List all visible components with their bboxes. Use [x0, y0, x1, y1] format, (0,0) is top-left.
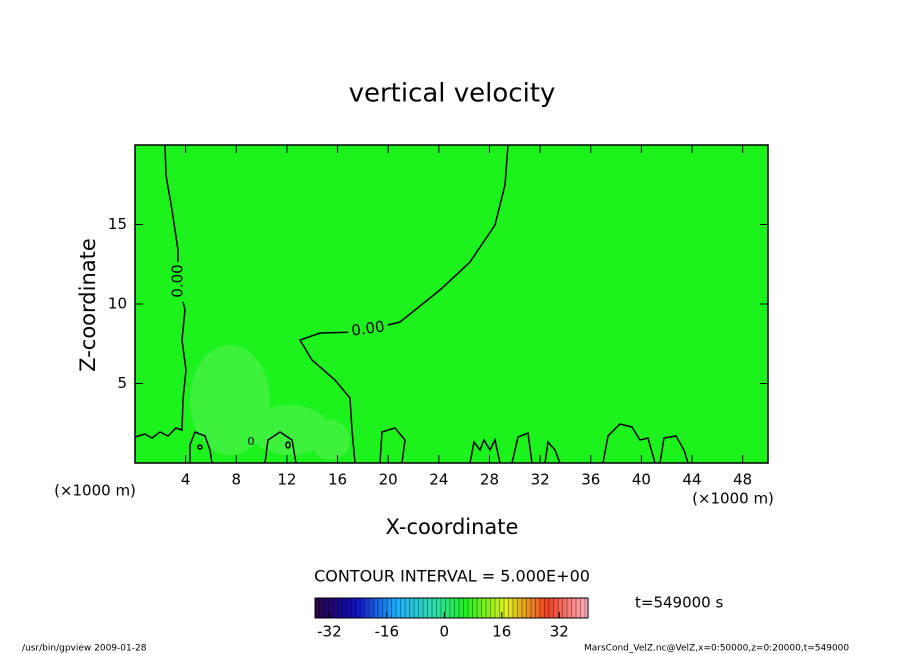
x-tick-label: 48 — [733, 471, 752, 489]
x-axis-label: X-coordinate — [386, 515, 519, 539]
time-label: t=549000 s — [635, 594, 723, 612]
x-tick-label: 12 — [277, 471, 296, 489]
chart-title: vertical velocity — [349, 79, 556, 109]
colorbar — [314, 597, 589, 619]
contour-label: 0.00 — [169, 264, 187, 297]
colorbar-tick-label: 0 — [440, 623, 450, 641]
x-tick-label: 44 — [682, 471, 701, 489]
contour-interval: CONTOUR INTERVAL = 5.000E+00 — [314, 567, 590, 586]
shading — [190, 345, 350, 460]
x-tick-label: 20 — [379, 471, 398, 489]
colorbar-tick-label: -16 — [375, 623, 400, 641]
footer: /usr/bin/gpview 2009-01-28 — [22, 644, 147, 654]
x-tick-label: 24 — [429, 471, 448, 489]
colorbar-tick-label: -32 — [317, 623, 342, 641]
x-tick-label: 40 — [632, 471, 651, 489]
x-unit: (×1000 m) — [692, 490, 774, 508]
contour-label: 0 — [248, 435, 255, 448]
x-tick-label: 28 — [480, 471, 499, 489]
footer: MarsCond_VelZ.nc@VelZ,x=0:50000,z=0:2000… — [584, 644, 849, 654]
colorbar-tick-label: 32 — [550, 623, 569, 641]
x-tick-label: 4 — [181, 471, 191, 489]
label-bg — [346, 317, 390, 341]
label-bg — [163, 262, 193, 302]
x-tick-label: 36 — [581, 471, 600, 489]
colorbar-tick-label: 16 — [492, 623, 511, 641]
x-tick-label: 16 — [328, 471, 347, 489]
y-tick-label: 5 — [117, 374, 127, 392]
y-axis-label: Z-coordinate — [76, 238, 100, 372]
x-tick-label: 32 — [531, 471, 550, 489]
contours — [134, 144, 689, 464]
x-unit: (×1000 m) — [54, 482, 136, 500]
y-tick-label: 15 — [108, 215, 127, 233]
x-tick-label: 8 — [232, 471, 242, 489]
y-tick-label: 10 — [108, 295, 127, 313]
contour-label: 0.00 — [350, 317, 386, 339]
plot-area — [135, 145, 768, 463]
